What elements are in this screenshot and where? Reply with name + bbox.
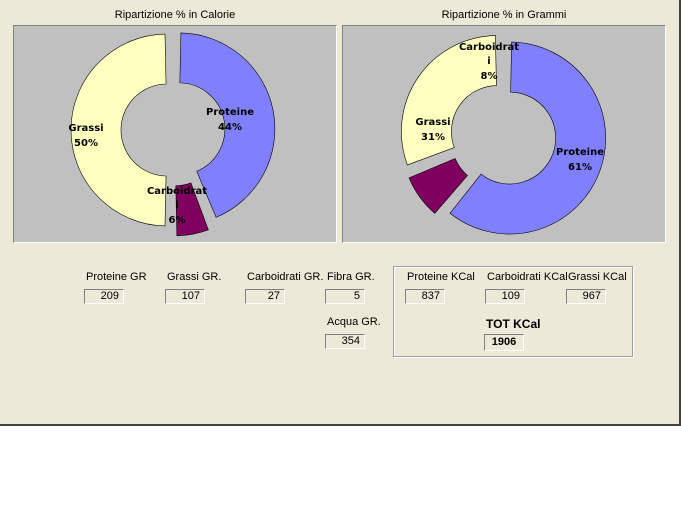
grams-label-grassi-name: Grassi — [415, 117, 450, 128]
carboidrati-gr-field[interactable]: 27 — [245, 289, 285, 304]
grams-slice-proteine — [449, 41, 606, 235]
acqua-gr-label: Acqua GR. — [327, 316, 381, 328]
grams-label-proteine-pct: 61% — [568, 162, 592, 173]
calorie-chart: Proteine 44% Carboidrat i 6% Grassi 50% — [13, 25, 337, 243]
calorie-label-carboidrati-name2: i — [175, 200, 178, 211]
grams-label-grassi-pct: 31% — [421, 132, 445, 143]
calorie-label-grassi-name: Grassi — [68, 123, 103, 134]
proteine-kcal-label: Proteine KCal — [407, 271, 475, 283]
grassi-gr-label: Grassi GR. — [167, 271, 222, 283]
grassi-gr-field[interactable]: 107 — [165, 289, 205, 304]
proteine-gr-field[interactable]: 209 — [84, 289, 124, 304]
grams-slice-carboidrati — [408, 158, 468, 214]
grams-chart: Proteine 61% Carboidrat i 8% Grassi 31% — [342, 25, 666, 243]
calorie-slice-proteine — [179, 32, 276, 218]
grams-slice-grassi — [401, 35, 497, 166]
grams-chart-title: Ripartizione % in Grammi — [441, 9, 567, 21]
carboidrati-gr-label: Carboidrati GR. — [247, 271, 324, 283]
calorie-pie-svg: Proteine 44% Carboidrat i 6% Grassi 50% — [68, 32, 276, 237]
calorie-label-proteine-name: Proteine — [206, 107, 254, 118]
carboidrati-kcal-field[interactable]: 109 — [485, 289, 525, 304]
grams-pie-svg: Proteine 61% Carboidrat i 8% Grassi 31% — [401, 35, 606, 235]
carboidrati-kcal-label: Carboidrati KCal — [487, 271, 568, 283]
fibra-gr-label: Fibra GR. — [327, 271, 375, 283]
main-panel: Ripartizione % in Calorie Proteine 44% C… — [0, 0, 681, 426]
calorie-slice-grassi — [70, 33, 167, 227]
grams-label-proteine-name: Proteine — [556, 147, 604, 158]
grassi-kcal-label: Grassi KCal — [568, 271, 627, 283]
calorie-chart-title: Ripartizione % in Calorie — [114, 9, 236, 21]
calorie-label-carboidrati-pct: 6% — [169, 215, 186, 226]
tot-kcal-label: TOT KCal — [486, 317, 541, 331]
calorie-label-grassi-pct: 50% — [74, 138, 98, 149]
grams-label-carboidrati-name1: Carboidrat — [459, 42, 519, 53]
fibra-gr-field[interactable]: 5 — [325, 289, 365, 304]
calorie-label-proteine-pct: 44% — [218, 122, 242, 133]
calorie-label-carboidrati-name1: Carboidrat — [147, 186, 207, 197]
grams-label-carboidrati-name2: i — [487, 56, 490, 67]
calorie-slice-carboidrati — [175, 182, 209, 237]
grams-label-carboidrati-pct: 8% — [481, 71, 498, 82]
grassi-kcal-field[interactable]: 967 — [566, 289, 606, 304]
proteine-kcal-field[interactable]: 837 — [405, 289, 445, 304]
tot-kcal-field[interactable]: 1906 — [484, 334, 524, 351]
acqua-gr-field[interactable]: 354 — [325, 334, 365, 349]
kcal-groupbox — [393, 266, 633, 357]
proteine-gr-label: Proteine GR — [86, 271, 147, 283]
